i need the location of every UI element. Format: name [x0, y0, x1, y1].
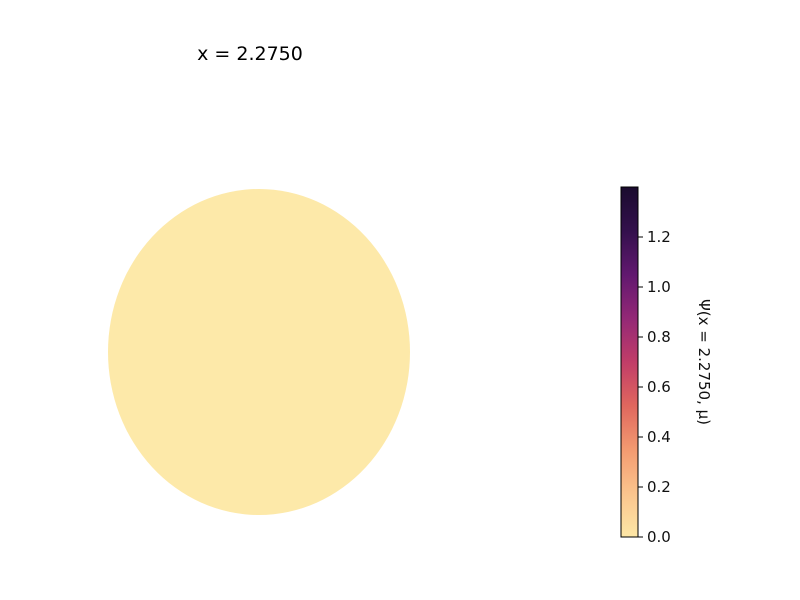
colorbar-tick-label: 1.2 — [647, 228, 671, 246]
colorbar-tick-label: 1.0 — [647, 278, 671, 296]
colorbar-frame — [620, 186, 639, 538]
colorbar-tick-label: 0.2 — [647, 478, 671, 496]
colorbar-tick-label: 0.0 — [647, 528, 671, 546]
colorbar-label: Ψ(x = 2.2750, μ) — [695, 299, 713, 425]
chart-title: x = 2.2750 — [197, 43, 303, 65]
colorbar-gradient — [621, 187, 638, 537]
colorbar-ticks: 0.0 0.2 0.4 0.6 0.8 1.0 1.2 — [638, 228, 671, 546]
colorbar: 0.0 0.2 0.4 0.6 0.8 1.0 1.2 Ψ(x = 2.2750, μ) — [620, 186, 713, 546]
colorbar-tick-label: 0.6 — [647, 378, 671, 396]
field-disk — [108, 189, 410, 515]
colorbar-tick-label: 0.8 — [647, 328, 671, 346]
colorbar-tick-label: 0.4 — [647, 428, 671, 446]
